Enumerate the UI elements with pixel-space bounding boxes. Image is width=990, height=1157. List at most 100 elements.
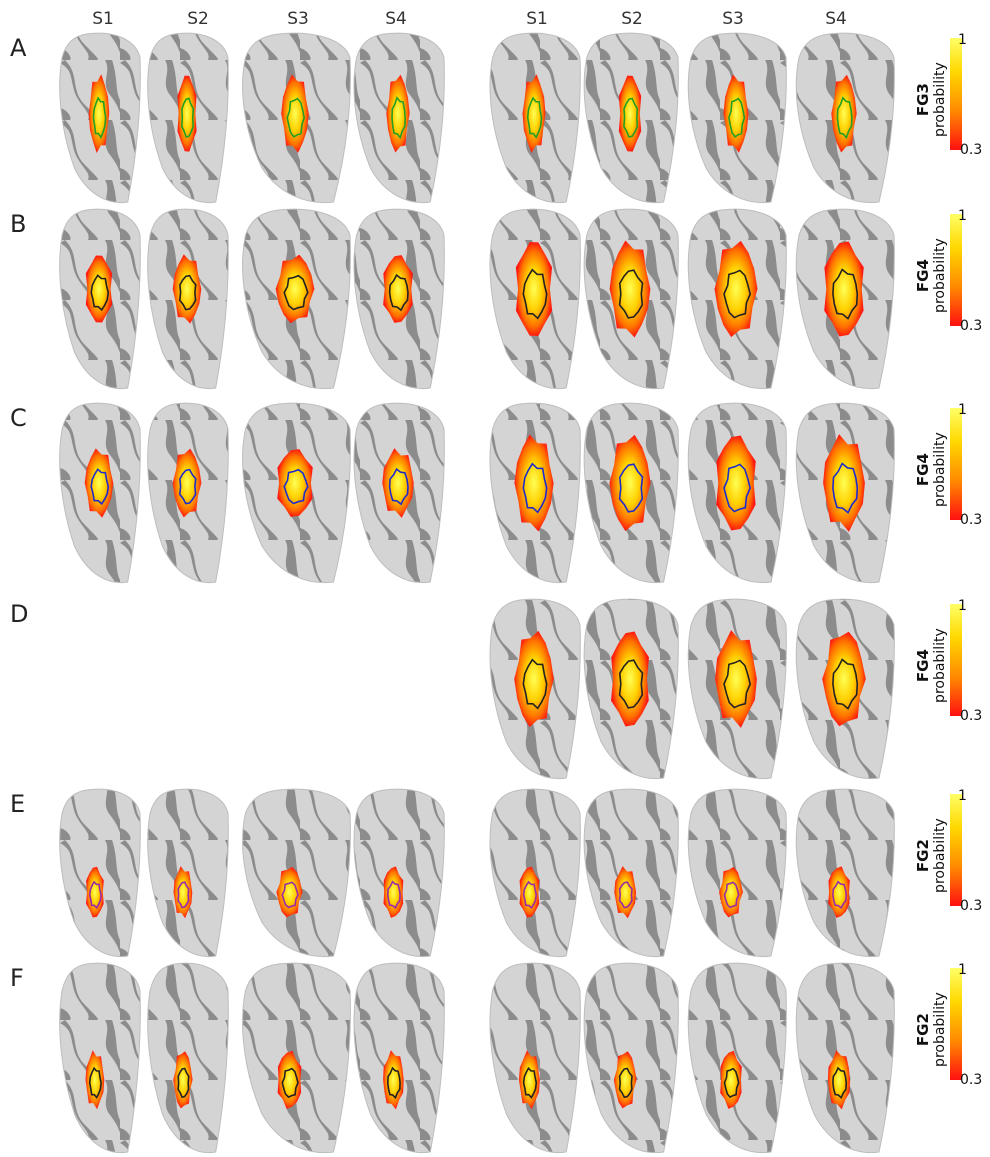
brain-panel-left-2 <box>147 402 229 584</box>
roi-outline <box>283 468 309 505</box>
column-headers-left: S1 S2 S3 S4 <box>92 9 407 29</box>
colorbar-area-label: FG4 <box>914 649 932 682</box>
brain-panel-left-3 <box>242 962 351 1154</box>
roi-outline <box>618 881 633 909</box>
column-label-right-2: S2 <box>621 9 643 29</box>
colorbar-min-label: 0.3 <box>960 512 982 528</box>
roi-outline <box>178 274 197 311</box>
column-label-right-3: S3 <box>722 9 744 29</box>
probability-map <box>383 255 413 323</box>
brain-panel-left-4 <box>353 208 445 390</box>
probability-map <box>822 631 866 727</box>
brain-panel-left-1 <box>59 32 141 204</box>
brain-panel-right-3 <box>687 962 787 1154</box>
brain-panel-right-2 <box>583 962 679 1154</box>
roi-outline <box>177 1067 190 1099</box>
brain-panel-right-3 <box>687 598 787 780</box>
probability-map <box>823 434 865 532</box>
roi-outline <box>283 274 309 311</box>
colorbar-title: probability <box>932 432 948 507</box>
brain-panel-left-4 <box>353 402 445 584</box>
roi-outline <box>728 97 746 138</box>
row-label: F <box>10 964 24 992</box>
brain-panel-right-2 <box>583 788 679 958</box>
colorbar-title: probability <box>932 62 948 137</box>
roi-outline <box>522 268 548 320</box>
probability-map <box>827 1050 851 1110</box>
colorbar: 1 0.3 FG2 probability <box>914 788 982 914</box>
brain-panel-right-4 <box>795 598 895 780</box>
cortical-surface <box>242 962 351 1154</box>
roi-outline <box>522 462 548 514</box>
roi-outline <box>618 463 644 513</box>
colorbar: 1 0.3 FG4 probability <box>914 598 982 724</box>
column-label-right-1: S1 <box>526 9 548 29</box>
probability-map <box>173 866 193 919</box>
colorbar-area-label: FG4 <box>914 259 932 292</box>
colorbar-max-label: 1 <box>958 788 967 804</box>
cortical-surface <box>353 788 445 958</box>
colorbar: 1 0.3 FG4 probability <box>914 208 982 334</box>
row-label: E <box>10 790 25 818</box>
roi-outline <box>88 1066 102 1099</box>
colorbar-max-label: 1 <box>958 208 967 224</box>
colorbar-min-label: 0.3 <box>960 318 982 334</box>
probability-map <box>172 254 202 324</box>
probability-map <box>514 434 554 532</box>
colorbar-area-label: FG4 <box>914 453 932 486</box>
probability-map <box>86 866 104 918</box>
brain-panel-left-1 <box>59 788 141 958</box>
colorbar-max-label: 1 <box>958 962 967 978</box>
roi-outline <box>388 467 409 506</box>
colorbar-area-label: FG3 <box>914 83 932 116</box>
probability-map <box>382 448 414 518</box>
colorbar-title: probability <box>932 992 948 1067</box>
colorbar-min-label: 0.3 <box>960 1072 982 1088</box>
roi-outline <box>180 97 195 138</box>
brain-panel-left-2 <box>147 788 229 958</box>
brain-panel-right-4 <box>795 962 895 1154</box>
brain-panel-right-4 <box>795 208 895 390</box>
brain-panel-right-4 <box>795 32 895 204</box>
colorbar-gradient <box>950 604 962 716</box>
probability-map <box>515 242 553 336</box>
colorbar: 1 0.3 FG4 probability <box>914 402 982 528</box>
brain-panel-right-3 <box>687 32 787 204</box>
roi-outline <box>723 269 752 319</box>
brain-panel-left-4 <box>353 962 445 1154</box>
roi-outline <box>281 881 299 909</box>
colorbar-area-label: FG2 <box>914 1013 932 1046</box>
brain-panel-right-1 <box>489 598 581 780</box>
probability-map <box>519 866 540 918</box>
probability-map <box>177 75 197 152</box>
probability-map <box>518 1050 540 1110</box>
column-label-right-4: S4 <box>825 9 847 29</box>
roi-outline <box>832 880 848 910</box>
probability-map <box>613 1051 637 1109</box>
colorbar-area-label: FG2 <box>914 839 932 872</box>
colorbar-gradient <box>950 38 962 150</box>
brain-panel-left-3 <box>242 208 351 390</box>
roi-outline <box>623 97 639 138</box>
brain-panel-right-1 <box>489 402 581 584</box>
colorbar-min-label: 0.3 <box>960 898 982 914</box>
roi-outline <box>177 881 190 909</box>
probability-map <box>88 74 110 153</box>
roi-outline <box>723 1067 740 1099</box>
roi-outline <box>618 269 644 319</box>
probability-map <box>824 241 864 337</box>
probability-map <box>715 630 757 728</box>
probability-map <box>281 74 309 153</box>
roi-outline <box>386 880 401 910</box>
probability-map <box>383 866 404 918</box>
roi-outline <box>832 268 859 320</box>
colorbar-min-label: 0.3 <box>960 708 982 724</box>
roi-outline <box>286 97 306 138</box>
row-B: B 1 0.3 FG4 probability <box>10 208 982 390</box>
brain-panel-left-4 <box>353 32 445 204</box>
probability-map <box>831 74 857 153</box>
colorbar: 1 0.3 FG2 probability <box>914 962 982 1088</box>
brain-panel-left-1 <box>59 962 141 1154</box>
